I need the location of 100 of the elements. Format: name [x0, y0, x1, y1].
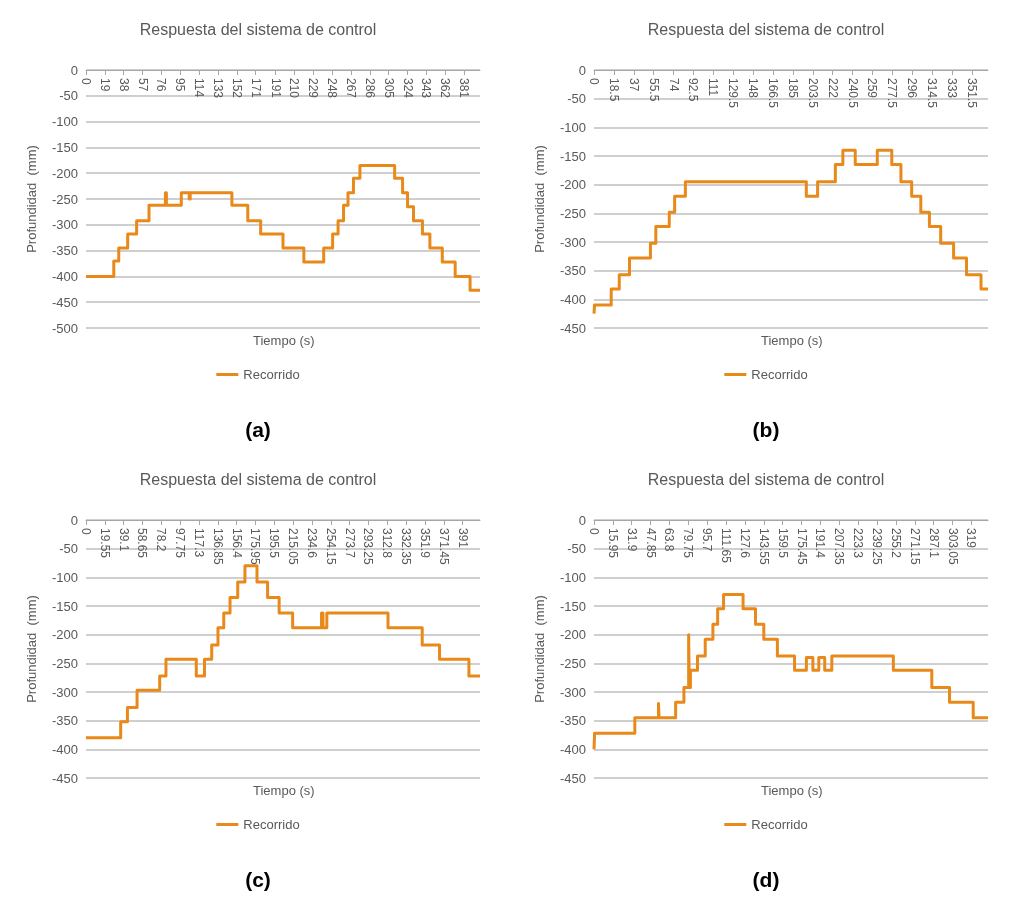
y-tick-label: -350	[559, 713, 586, 729]
x-tick-label: 362	[438, 78, 453, 99]
y-tick-label: -200	[51, 627, 78, 643]
y-tick-label: -200	[559, 177, 586, 193]
x-tick-label: 248	[325, 78, 340, 99]
x-tick-label: 31.9	[624, 528, 639, 552]
chart-title: Respuesta del sistema de control	[139, 470, 377, 488]
x-tick-label: 171	[248, 78, 263, 99]
y-tick-label: -400	[51, 741, 78, 757]
x-axis-title: Tiempo (s)	[253, 783, 315, 798]
text: (b)	[752, 418, 780, 441]
x-tick-label: 78.2	[154, 528, 169, 552]
y-tick-label: -50	[59, 541, 78, 557]
y-tick-label: -100	[51, 569, 78, 585]
x-tick-label: 175.95	[248, 528, 263, 566]
x-axis-title: Tiempo (s)	[253, 333, 315, 348]
x-tick-label: 319	[964, 528, 979, 549]
chart-title: Respuesta del sistema de control	[647, 20, 885, 38]
x-tick-label: 351.5	[964, 78, 979, 109]
x-tick-label: 267	[343, 78, 358, 99]
x-tick-label: 287.1	[926, 528, 941, 559]
x-tick-label: 74	[666, 78, 681, 92]
x-tick-label: 175.45	[794, 528, 809, 566]
x-tick-label: 210	[287, 78, 302, 99]
x-axis-title: Tiempo (s)	[761, 333, 823, 348]
x-tick-label: 79.75	[681, 528, 696, 559]
y-tick-label: -350	[559, 263, 586, 279]
y-tick-label: -300	[559, 234, 586, 250]
y-tick-label: -250	[559, 205, 586, 221]
text: (d)	[752, 868, 780, 891]
x-tick-label: 229	[306, 78, 321, 99]
x-tick-label: 63.8	[662, 528, 677, 552]
y-tick-label: -450	[559, 770, 586, 786]
y-tick-label: -150	[559, 148, 586, 164]
x-tick-label: 15.95	[605, 528, 620, 559]
x-tick-label: 57	[135, 78, 150, 92]
y-tick-label: -400	[51, 268, 78, 284]
x-tick-label: 97.75	[173, 528, 188, 559]
x-tick-label: 239.25	[870, 528, 885, 566]
x-tick-label: 136.85	[210, 528, 225, 566]
y-tick-label: -150	[51, 598, 78, 614]
x-tick-label: 381	[457, 78, 472, 99]
y-tick-label: -300	[51, 684, 78, 700]
y-tick-label: -350	[51, 243, 78, 259]
x-tick-label: 240.5	[845, 78, 860, 109]
x-tick-label: 391	[455, 528, 470, 549]
text: (c)	[245, 868, 271, 891]
x-tick-label: 254.15	[323, 528, 338, 566]
x-tick-label: 19	[97, 78, 112, 92]
x-tick-label: 129.5	[726, 78, 741, 109]
x-tick-label: 195.5	[267, 528, 282, 559]
x-tick-label: 0	[79, 528, 93, 535]
x-tick-label: 39.1	[116, 528, 131, 552]
x-tick-label: 286	[362, 78, 377, 99]
x-tick-label: 273.7	[342, 528, 357, 559]
x-tick-label: 38	[116, 78, 131, 92]
chart-title: Respuesta del sistema de control	[139, 20, 377, 38]
x-tick-label: 324	[400, 78, 415, 99]
x-tick-label: 343	[419, 78, 434, 99]
y-tick-label: -450	[51, 294, 78, 310]
x-tick-label: 58.65	[135, 528, 150, 559]
x-tick-label: 19.55	[97, 528, 112, 559]
x-tick-label: 333	[944, 78, 959, 99]
x-tick-label: 127.6	[737, 528, 752, 559]
y-tick-label: -50	[59, 88, 78, 104]
y-tick-label: -150	[559, 598, 586, 614]
y-tick-label: -400	[559, 291, 586, 307]
x-tick-label: 133	[210, 78, 225, 99]
x-tick-label: 207.35	[832, 528, 847, 566]
x-tick-label: 303.05	[945, 528, 960, 566]
x-tick-label: 234.6	[305, 528, 319, 559]
x-tick-label: 271.15	[907, 528, 922, 566]
x-tick-label: 148	[746, 78, 761, 99]
x-tick-label: 255.2	[888, 528, 903, 559]
x-tick-label: 95	[173, 78, 188, 92]
y-tick-label: -250	[559, 655, 586, 671]
x-tick-label: 223.3	[851, 528, 866, 559]
x-tick-label: 185	[785, 78, 800, 99]
legend-label: Recorrido	[751, 817, 808, 832]
x-tick-label: 111	[706, 78, 721, 97]
y-tick-label: -50	[567, 541, 586, 557]
x-tick-label: 191	[268, 78, 283, 99]
x-tick-label: 215.05	[286, 528, 301, 566]
x-tick-label: 371.45	[436, 528, 451, 566]
y-tick-label: -200	[51, 165, 78, 181]
x-tick-label: 296	[905, 78, 920, 99]
y-tick-label: -350	[51, 713, 78, 729]
x-tick-label: 259	[865, 78, 880, 99]
y-tick-label: -100	[559, 569, 586, 585]
x-tick-label: 314.5	[925, 78, 940, 109]
x-tick-label: 332.35	[399, 528, 414, 566]
legend-label: Recorrido	[751, 367, 808, 382]
x-tick-label: 222	[825, 78, 840, 99]
x-tick-label: 143.55	[756, 528, 771, 566]
y-axis-title: Profundidad (mm)	[24, 595, 39, 703]
x-tick-label: 111.65	[719, 528, 734, 564]
x-tick-label: 55.5	[646, 78, 661, 102]
x-tick-label: 203.5	[805, 78, 820, 109]
y-tick-label: -200	[559, 627, 586, 643]
x-tick-label: 47.85	[643, 528, 658, 559]
